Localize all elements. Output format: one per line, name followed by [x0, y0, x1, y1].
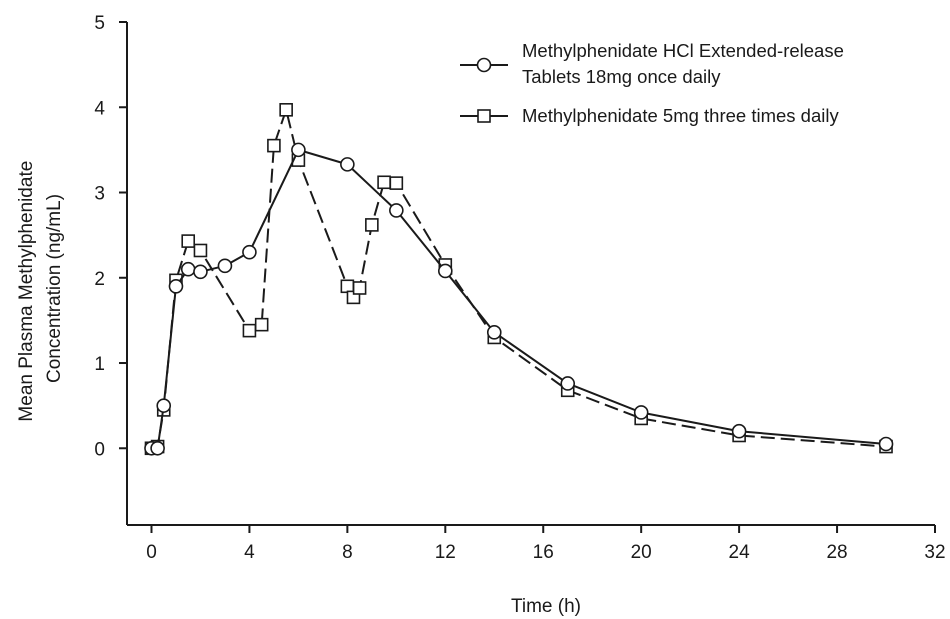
legend-marker	[477, 109, 491, 123]
data-point	[878, 436, 894, 452]
legend-label-er-tablets-line-1: Methylphenidate HCl Extended-release	[522, 40, 844, 61]
x-tick-label: 4	[244, 542, 255, 563]
series-1	[144, 103, 893, 456]
y-tick-label: 2	[94, 269, 105, 290]
x-tick-label: 32	[924, 542, 945, 563]
data-point	[377, 175, 391, 190]
legend-marker	[476, 57, 492, 73]
y-tick-label: 4	[94, 98, 105, 119]
legend-label-5mg-tid: Methylphenidate 5mg three times daily	[522, 105, 839, 126]
series-0	[144, 142, 894, 456]
series-line	[151, 148, 887, 450]
x-tick-label: 28	[826, 542, 847, 563]
data-point	[242, 323, 257, 338]
x-tick-label: 16	[533, 542, 554, 563]
data-point	[633, 405, 649, 420]
data-point	[254, 317, 269, 332]
data-point	[389, 203, 404, 218]
legend-item-er-tablets	[460, 57, 508, 73]
y-axis-ticks: 0 1 2 3 4 5	[94, 13, 127, 460]
y-tick-label: 5	[94, 13, 105, 34]
data-point	[340, 157, 355, 172]
x-tick-label: 8	[342, 542, 353, 563]
data-point	[181, 234, 196, 248]
x-tick-label: 20	[631, 542, 652, 563]
data-point	[389, 176, 404, 190]
data-point	[150, 440, 165, 456]
series-line	[151, 108, 887, 450]
data-point	[242, 244, 257, 260]
data-point	[267, 138, 281, 153]
data-point	[193, 243, 208, 258]
data-point	[340, 279, 355, 294]
x-tick-label: 24	[729, 542, 751, 563]
data-point	[217, 258, 233, 274]
legend: Methylphenidate HCl Extended-release Tab…	[460, 40, 844, 126]
data-point	[486, 325, 502, 340]
y-axis-title-line-2: Concentration (ng/mL)	[44, 194, 65, 383]
axes	[126, 22, 935, 526]
data-point	[168, 278, 184, 294]
data-point	[156, 398, 172, 413]
y-axis-title-line-1: Mean Plasma Methylphenidate	[16, 161, 37, 422]
x-tick-label: 12	[435, 542, 456, 563]
legend-label-er-tablets-line-2: Tablets 18mg once daily	[522, 66, 721, 87]
data-point	[279, 103, 293, 117]
x-axis-ticks: 0 4 8 12 16 20 24 28 32	[146, 525, 946, 563]
y-tick-label: 1	[94, 354, 105, 375]
data-point	[560, 376, 576, 391]
data-point	[291, 142, 306, 158]
y-axis-title: Mean Plasma Methylphenidate Concentratio…	[16, 155, 65, 421]
y-tick-label: 0	[94, 439, 105, 460]
data-point	[352, 281, 367, 295]
x-tick-label: 0	[146, 542, 157, 563]
series-layer	[144, 103, 894, 456]
legend-item-5mg-tid	[460, 109, 508, 123]
x-axis-title: Time (h)	[511, 596, 581, 617]
data-point	[438, 263, 453, 279]
y-tick-label: 3	[94, 184, 105, 205]
data-point	[365, 218, 379, 232]
data-point	[731, 423, 747, 439]
data-point	[180, 261, 196, 277]
data-point	[193, 264, 208, 280]
